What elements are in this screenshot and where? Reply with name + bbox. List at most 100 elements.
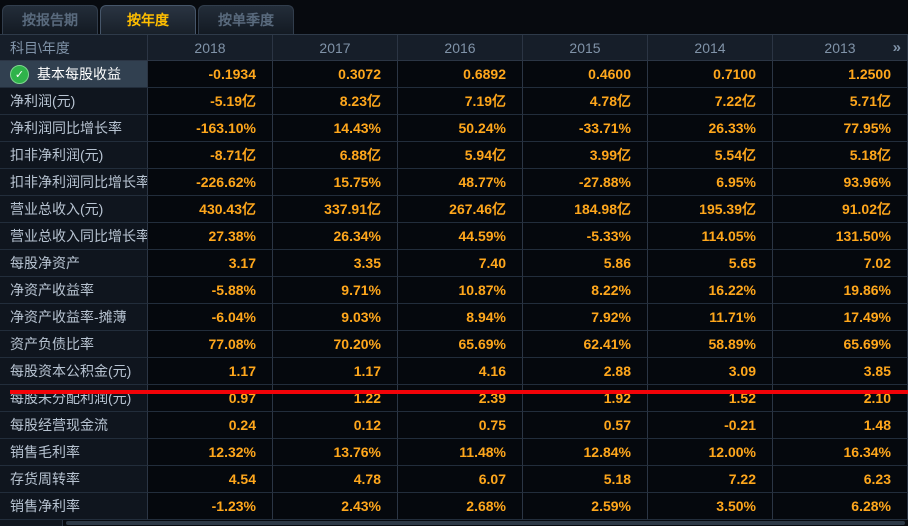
value-cell: 8.94%	[398, 304, 523, 331]
value-cell: 91.02亿	[773, 196, 908, 223]
period-tabbar: 按报告期 按年度 按单季度	[0, 0, 908, 35]
tab-quarter[interactable]: 按单季度	[198, 5, 294, 34]
table-row: 资产负债比率 77.08% 70.20% 65.69% 62.41% 58.89% 65.6…	[0, 331, 908, 358]
row-label-text: 销售净利率	[10, 498, 80, 514]
value-cell: 6.28%	[773, 493, 908, 520]
row-label[interactable]: 扣非净利润同比增长率	[0, 169, 148, 196]
value-cell: 0.4600	[523, 61, 648, 88]
tab-report-period[interactable]: 按报告期	[2, 5, 98, 34]
table-row: 扣非净利润同比增长率 -226.62% 15.75% 48.77% -27.88% 6.9…	[0, 169, 908, 196]
table-row: 每股资本公积金(元) 1.17 1.17 4.16 2.88 3.09 3.85	[0, 358, 908, 385]
table-row: 净资产收益率 -5.88% 9.71% 10.87% 8.22% 16.22% 19.86%	[0, 277, 908, 304]
column-header-2017[interactable]: 2017	[273, 35, 398, 61]
row-label[interactable]: 净利润(元)	[0, 88, 148, 115]
value-cell: 5.18亿	[773, 142, 908, 169]
value-cell: 2.59%	[523, 493, 648, 520]
value-cell: 8.22%	[523, 277, 648, 304]
value-cell: 14.43%	[273, 115, 398, 142]
scrollbar-thumb[interactable]	[66, 521, 905, 525]
row-label[interactable]: ✓ 基本每股收益	[0, 61, 148, 88]
row-label[interactable]: 每股经营现金流	[0, 412, 148, 439]
value-cell: 184.98亿	[523, 196, 648, 223]
table-row: 销售净利率 -1.23% 2.43% 2.68% 2.59% 3.50% 6.28%	[0, 493, 908, 520]
value-cell: 93.96%	[773, 169, 908, 196]
value-cell: 44.59%	[398, 223, 523, 250]
value-cell: 7.92%	[523, 304, 648, 331]
value-cell: 19.86%	[773, 277, 908, 304]
value-cell: -0.1934	[148, 61, 273, 88]
value-cell: 0.7100	[648, 61, 773, 88]
table-row: 净资产收益率-摊薄 -6.04% 9.03% 8.94% 7.92% 11.71% 17.4…	[0, 304, 908, 331]
financial-metrics-table: 科目\年度 2018 2017 2016 2015 2014 2013 » ✓ 基本每股收益 -…	[0, 35, 908, 520]
row-label[interactable]: 每股净资产	[0, 250, 148, 277]
value-cell: 26.34%	[273, 223, 398, 250]
row-label[interactable]: 销售毛利率	[0, 439, 148, 466]
row-label-text: 每股净资产	[10, 255, 80, 271]
row-label[interactable]: 净利润同比增长率	[0, 115, 148, 142]
value-cell: 114.05%	[648, 223, 773, 250]
row-label-text: 营业总收入同比增长率	[10, 228, 148, 244]
value-cell: 2.10	[773, 385, 908, 412]
row-label[interactable]: 扣非净利润(元)	[0, 142, 148, 169]
horizontal-scrollbar[interactable]	[0, 520, 908, 526]
scrollbar-corner	[0, 520, 63, 526]
row-label[interactable]: 每股资本公积金(元)	[0, 358, 148, 385]
row-label[interactable]: 营业总收入同比增长率	[0, 223, 148, 250]
column-header-2014[interactable]: 2014	[648, 35, 773, 61]
value-cell: 0.75	[398, 412, 523, 439]
check-icon: ✓	[10, 64, 29, 84]
row-label[interactable]: 净资产收益率-摊薄	[0, 304, 148, 331]
row-label-text: 基本每股收益	[37, 66, 121, 82]
value-cell: 195.39亿	[648, 196, 773, 223]
row-label[interactable]: 资产负债比率	[0, 331, 148, 358]
year-label: 2017	[319, 39, 351, 56]
row-label[interactable]: 营业总收入(元)	[0, 196, 148, 223]
value-cell: 77.95%	[773, 115, 908, 142]
row-label-text: 营业总收入(元)	[10, 201, 104, 217]
value-cell: 7.22亿	[648, 88, 773, 115]
value-cell: 0.24	[148, 412, 273, 439]
year-label: 2015	[569, 39, 601, 56]
column-header-2015[interactable]: 2015	[523, 35, 648, 61]
value-cell: 4.78亿	[523, 88, 648, 115]
value-cell: 3.99亿	[523, 142, 648, 169]
row-label-text: 净利润(元)	[10, 93, 76, 109]
column-header-2016[interactable]: 2016	[398, 35, 523, 61]
column-header-2018[interactable]: 2018	[148, 35, 273, 61]
row-label[interactable]: 每股未分配利润(元)	[0, 385, 148, 412]
row-label[interactable]: 净资产收益率	[0, 277, 148, 304]
value-cell: 12.32%	[148, 439, 273, 466]
year-label: 2013	[824, 39, 856, 56]
value-cell: 70.20%	[273, 331, 398, 358]
column-header-2013[interactable]: 2013 »	[773, 35, 908, 61]
row-label[interactable]: 存货周转率	[0, 466, 148, 493]
value-cell: 16.34%	[773, 439, 908, 466]
value-cell: 337.91亿	[273, 196, 398, 223]
value-cell: 5.86	[523, 250, 648, 277]
value-cell: 1.17	[273, 358, 398, 385]
value-cell: 5.65	[648, 250, 773, 277]
row-label[interactable]: 销售净利率	[0, 493, 148, 520]
value-cell: 12.84%	[523, 439, 648, 466]
value-cell: 1.52	[648, 385, 773, 412]
value-cell: 7.40	[398, 250, 523, 277]
value-cell: 2.39	[398, 385, 523, 412]
more-years-icon[interactable]: »	[892, 39, 901, 56]
corner-header: 科目\年度	[0, 35, 148, 61]
value-cell: 2.68%	[398, 493, 523, 520]
table-row: 净利润(元) -5.19亿 8.23亿 7.19亿 4.78亿 7.22亿 5.71亿	[0, 88, 908, 115]
value-cell: -0.21	[648, 412, 773, 439]
value-cell: 1.22	[273, 385, 398, 412]
value-cell: 430.43亿	[148, 196, 273, 223]
value-cell: 0.3072	[273, 61, 398, 88]
value-cell: -33.71%	[523, 115, 648, 142]
row-label-text: 扣非净利润(元)	[10, 147, 104, 163]
value-cell: 48.77%	[398, 169, 523, 196]
value-cell: 7.22	[648, 466, 773, 493]
table-row: 扣非净利润(元) -8.71亿 6.88亿 5.94亿 3.99亿 5.54亿 5.18亿	[0, 142, 908, 169]
value-cell: 15.75%	[273, 169, 398, 196]
table-row: 每股经营现金流 0.24 0.12 0.75 0.57 -0.21 1.48	[0, 412, 908, 439]
value-cell: 6.95%	[648, 169, 773, 196]
tab-annual[interactable]: 按年度	[100, 5, 196, 34]
row-label-text: 每股经营现金流	[10, 417, 108, 433]
